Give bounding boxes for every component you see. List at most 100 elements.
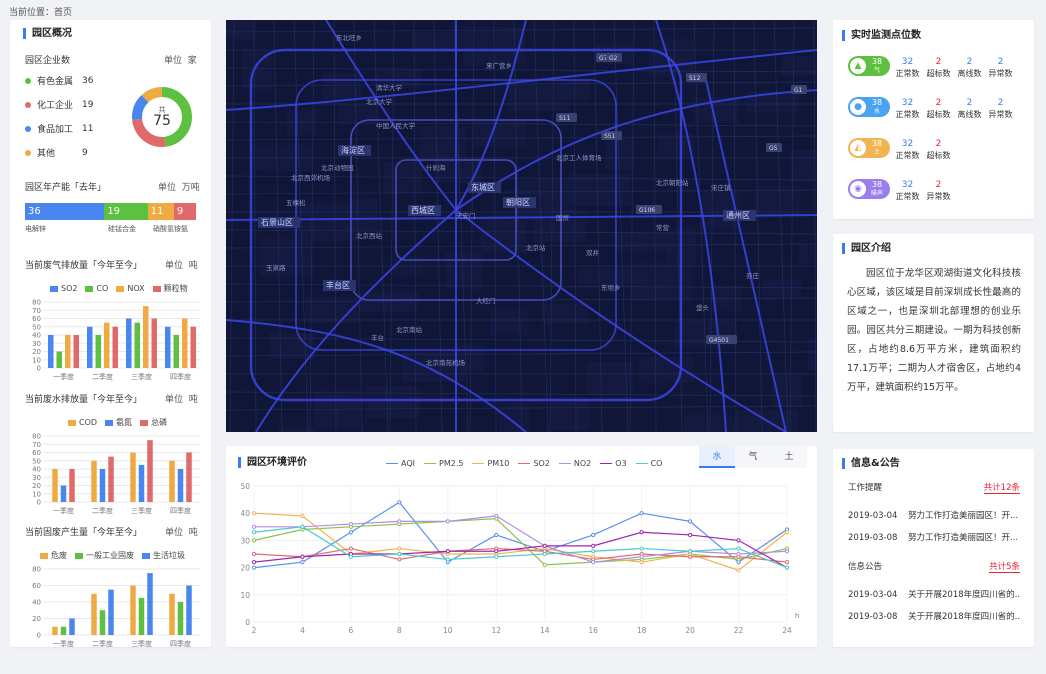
legend-label: NOX (127, 284, 145, 293)
y-tick-label: 60 (32, 582, 41, 590)
monitor-row[interactable]: ◭ 38 土 32 正常数 2 超标数 (848, 138, 954, 162)
y-tick-label: 30 (32, 340, 41, 348)
road-label: G7 (599, 55, 608, 62)
map-street (226, 67, 817, 73)
map-block (375, 68, 421, 88)
data-point (348, 521, 354, 527)
info-item-1[interactable]: 2019-03-08 关于开展2018年度四川省的... (848, 610, 1020, 622)
stat-label: 超标数 (926, 110, 951, 119)
map-label: 宋庄镇 (711, 183, 731, 192)
info-item-0[interactable]: 2019-03-04 关于开展2018年度四川省的... (848, 588, 1020, 600)
legend-line (518, 462, 531, 465)
map-street (573, 20, 577, 432)
bar (60, 626, 67, 635)
legend-label: 颗粒物 (163, 284, 188, 293)
monitor-stats: 32 正常数 2 超标数 2 离线数 2 异常数 (892, 56, 1016, 80)
data-point (784, 530, 790, 535)
company-donut-chart: 共 75 (132, 87, 192, 147)
park-map[interactable]: 东北旺乡 清华大学 北京大学 中国人民大学 海淀区 西城区 东城区 朝阳区 天安门 丰台区 石景山区… (226, 20, 817, 432)
legend-label: O3 (615, 459, 627, 468)
map-street (693, 20, 709, 432)
series-line-so2 (253, 547, 788, 563)
map-block (314, 391, 360, 429)
highway (455, 20, 527, 211)
info-total-link[interactable]: 共计5条 (989, 562, 1020, 573)
legend-item: PM10 (472, 459, 509, 468)
data-point (397, 519, 402, 524)
stat-label: 异常数 (988, 110, 1013, 119)
stat-value: 2 (966, 98, 973, 108)
donut-label: 共 (159, 105, 166, 114)
legend-dot (25, 77, 31, 84)
data-point (251, 560, 257, 565)
map-street (226, 27, 817, 33)
monitor-stat: 2 异常数 (985, 97, 1016, 121)
legend-line (386, 462, 398, 465)
data-point (251, 538, 257, 543)
tab-air[interactable]: 气 (735, 446, 771, 468)
bar (126, 318, 132, 368)
bar (169, 460, 175, 502)
monitor-row[interactable]: ◉ 38 噪声 32 正常数 2 异常数 (848, 179, 954, 203)
monitor-row[interactable]: ▲ 38 气 32 正常数 2 超标数 2 离线数 2 异常数 (848, 56, 1016, 80)
water-title: 当前废水排放量「今年至今」 (25, 395, 143, 405)
x-tick-label: 8 (397, 626, 402, 635)
data-point (397, 546, 402, 551)
company-item-2: 食品加工 11 (25, 122, 93, 135)
solid-bar-chart: 0 20 40 60 80 一季度 二季度 三季度 四季度 (32, 566, 200, 648)
y-tick-label: 20 (32, 615, 41, 623)
work-total-link[interactable]: 共计12条 (983, 483, 1020, 494)
stat-label: 正常数 (895, 69, 920, 78)
monitor-count: 38 (871, 98, 883, 107)
work-item-0[interactable]: 2019-03-04 努力工作打造美丽园区！开... (848, 509, 1020, 521)
map-label: 东坝乡 (601, 283, 621, 292)
ring-road (249, 48, 683, 402)
legend-line (472, 462, 485, 465)
monitor-row[interactable]: ● 38 水 32 正常数 2 超标数 2 离线数 2 异常数 (848, 97, 1016, 121)
legend-item: 氨氮 (105, 417, 132, 428)
map-block (754, 186, 800, 218)
gas-legend: SO2 CO NOX 颗粒物 (50, 283, 188, 294)
info-label: 信息公告 (848, 562, 883, 572)
bar (52, 469, 58, 502)
stat-value: 2 (997, 57, 1004, 67)
map-block (533, 210, 587, 242)
y-tick-label: 30 (240, 536, 250, 545)
tab-soil[interactable]: 土 (771, 446, 807, 468)
map-block (614, 232, 676, 252)
tab-water[interactable]: 水 (699, 446, 735, 468)
map-block (287, 109, 317, 135)
env-legend: AQI PM2.5 PM10 SO2 NO2 O3 CO (386, 459, 662, 468)
road-label: S12 (689, 75, 701, 82)
work-label: 工作提醒 (848, 483, 883, 493)
capacity-label-1: 硅锰合金 (108, 225, 136, 233)
legend-label: PM10 (487, 459, 510, 468)
data-point (445, 557, 450, 562)
donut-total: 75 (153, 113, 171, 129)
highway (455, 209, 787, 432)
water-drop-icon: ● (850, 99, 866, 115)
road-shield (636, 205, 662, 214)
monitor-stat: 32 正常数 (892, 138, 923, 162)
road-label: S11 (559, 115, 571, 122)
legend-label: 一般工业固废 (86, 551, 134, 560)
unit-value: 吨 (188, 395, 198, 405)
road-label: G2 (609, 55, 618, 62)
bar (48, 335, 54, 368)
map-block (587, 362, 633, 394)
monitor-unit: 土 (873, 149, 880, 156)
data-point (639, 530, 644, 535)
work-item-1[interactable]: 2019-03-08 努力工作打造美丽园区！开... (848, 531, 1020, 543)
road-shield (686, 73, 707, 82)
map-block (684, 415, 738, 432)
company-value: 11 (82, 123, 94, 134)
water-unit: 单位 吨 (165, 392, 198, 405)
company-count-label: 园区企业数 (25, 56, 71, 66)
bar (65, 335, 71, 368)
y-tick-label: 70 (32, 441, 41, 449)
bar (60, 485, 67, 502)
x-tick-label: 四季度 (170, 506, 191, 515)
highway (705, 79, 787, 432)
bar (186, 585, 192, 635)
